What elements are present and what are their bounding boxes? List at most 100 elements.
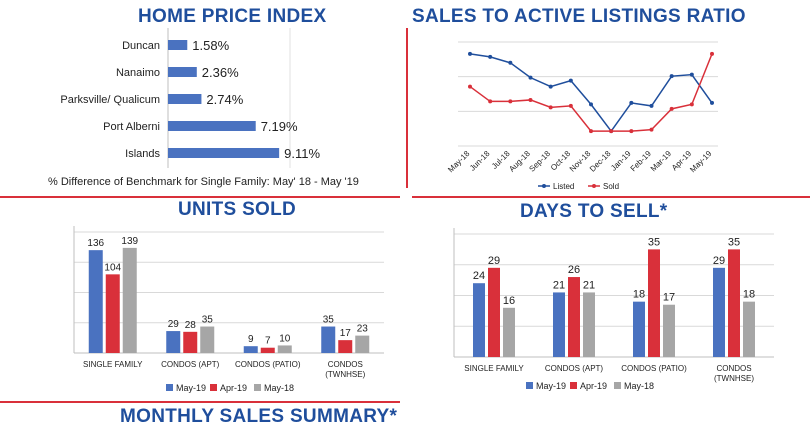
ratio-point (629, 129, 634, 134)
hpi-bar (168, 67, 197, 77)
days-bar (648, 249, 660, 357)
hpi-category-label: Nanaimo (116, 67, 160, 79)
ratio-point (508, 99, 513, 104)
ratio-x-tick-label: Nov-18 (568, 149, 593, 174)
days-value-label: 18 (743, 289, 755, 301)
units-legend-label: May-18 (264, 383, 294, 393)
ratio-point (468, 84, 472, 89)
ratio-series-line (469, 53, 713, 132)
days-value-label: 29 (713, 255, 725, 267)
days-category-label: SINGLE FAMILY (464, 364, 524, 373)
units-bar (277, 345, 292, 353)
ratio-legend-label: Sold (603, 182, 619, 191)
units-bar (338, 340, 353, 353)
hpi-value-label: 1.58% (192, 38, 229, 53)
ratio-point (589, 102, 593, 107)
days-category-label: CONDOS (716, 364, 751, 373)
hpi-value-label: 2.74% (206, 92, 243, 107)
ratio-x-tick-label: Dec-18 (588, 149, 613, 174)
ratio-point (689, 102, 694, 107)
days-value-label: 21 (553, 279, 565, 291)
days-value-label: 35 (728, 236, 740, 248)
days-value-label: 24 (473, 270, 485, 282)
ratio-point (710, 100, 714, 105)
units-bar (88, 250, 103, 353)
units-chart: 136 104 139 SINGLE FAMILY 29 28 35 CONDOS (APT)… (73, 226, 384, 393)
ratio-point (508, 60, 513, 65)
hpi-value-label: 2.36% (202, 65, 239, 80)
units-value-label: 139 (121, 236, 138, 247)
ratio-legend-marker (542, 184, 546, 188)
ratio-title: SALES TO ACTIVE LISTINGS RATIO (412, 6, 746, 27)
hpi-title: HOME PRICE INDEX (138, 6, 327, 27)
ratio-point (669, 106, 674, 111)
ratio-point (488, 99, 493, 104)
ratio-x-tick-label: May-18 (446, 149, 472, 175)
ratio-x-tick-label: Sep-18 (527, 149, 552, 174)
days-bar (553, 292, 565, 357)
days-bar (728, 249, 740, 357)
days-bar (633, 301, 645, 357)
ratio-point (669, 74, 674, 79)
units-value-label: 29 (168, 319, 180, 330)
hpi-category-label: Port Alberni (103, 121, 160, 133)
hpi-value-label: 9.11% (284, 146, 320, 161)
units-bar (200, 326, 215, 353)
ratio-series-line (469, 53, 713, 133)
ratio-point (468, 51, 472, 56)
ratio-x-tick-label: May-19 (688, 149, 714, 175)
hpi-bar (168, 40, 188, 50)
units-category-label: SINGLE FAMILY (83, 360, 143, 369)
days-bar (713, 267, 725, 357)
units-value-label: 136 (87, 238, 104, 249)
days-bar (503, 307, 515, 357)
days-category-label: (TWNHSE) (714, 374, 754, 383)
units-legend-label: Apr-19 (220, 383, 247, 393)
ratio-point (589, 129, 593, 134)
hpi-bar (168, 148, 280, 158)
hpi-value-label: 7.19% (261, 119, 298, 134)
ratio-point (609, 129, 614, 134)
ratio-point (488, 54, 493, 59)
units-bar (321, 326, 336, 353)
hpi-note: % Difference of Benchmark for Single Fam… (48, 176, 359, 188)
units-value-label: 7 (265, 336, 271, 347)
ratio-x-tick-label: Mar-19 (649, 149, 674, 174)
days-legend-label: Apr-19 (580, 381, 607, 391)
ratio-point (568, 78, 573, 83)
ratio-point (568, 103, 573, 108)
ratio-x-tick-label: Aug-18 (507, 149, 532, 174)
ratio-legend-marker (592, 184, 596, 188)
days-bar (583, 292, 595, 357)
units-bar (183, 331, 198, 353)
days-legend-swatch (570, 382, 577, 389)
ratio-x-tick-label: Jun-18 (468, 149, 492, 173)
days-value-label: 18 (633, 289, 645, 301)
days-value-label: 21 (583, 279, 595, 291)
units-value-label: 9 (248, 334, 254, 345)
ratio-legend-label: Listed (553, 182, 574, 191)
days-value-label: 17 (663, 292, 675, 304)
days-value-label: 26 (568, 264, 580, 276)
units-legend-swatch (210, 384, 217, 391)
days-legend-swatch (614, 382, 621, 389)
ratio-point (710, 51, 714, 56)
days-legend-swatch (526, 382, 533, 389)
units-category-label: CONDOS (APT) (161, 360, 220, 369)
days-legend-label: May-19 (536, 381, 566, 391)
units-bar (355, 335, 370, 353)
days-value-label: 16 (503, 295, 515, 307)
days-bar (663, 304, 675, 357)
hpi-chart: Duncan 1.58% Nanaimo 2.36% Parksville/ Quali… (60, 28, 320, 168)
ratio-point (548, 105, 553, 110)
ratio-point (649, 103, 654, 108)
hpi-category-label: Duncan (122, 40, 160, 52)
units-legend-label: May-19 (176, 383, 206, 393)
ratio-point (528, 75, 533, 80)
units-value-label: 10 (279, 333, 291, 344)
hpi-category-label: Parksville/ Qualicum (60, 94, 160, 106)
units-value-label: 35 (202, 315, 214, 326)
days-category-label: CONDOS (PATIO) (621, 364, 687, 373)
days-value-label: 29 (488, 255, 500, 267)
